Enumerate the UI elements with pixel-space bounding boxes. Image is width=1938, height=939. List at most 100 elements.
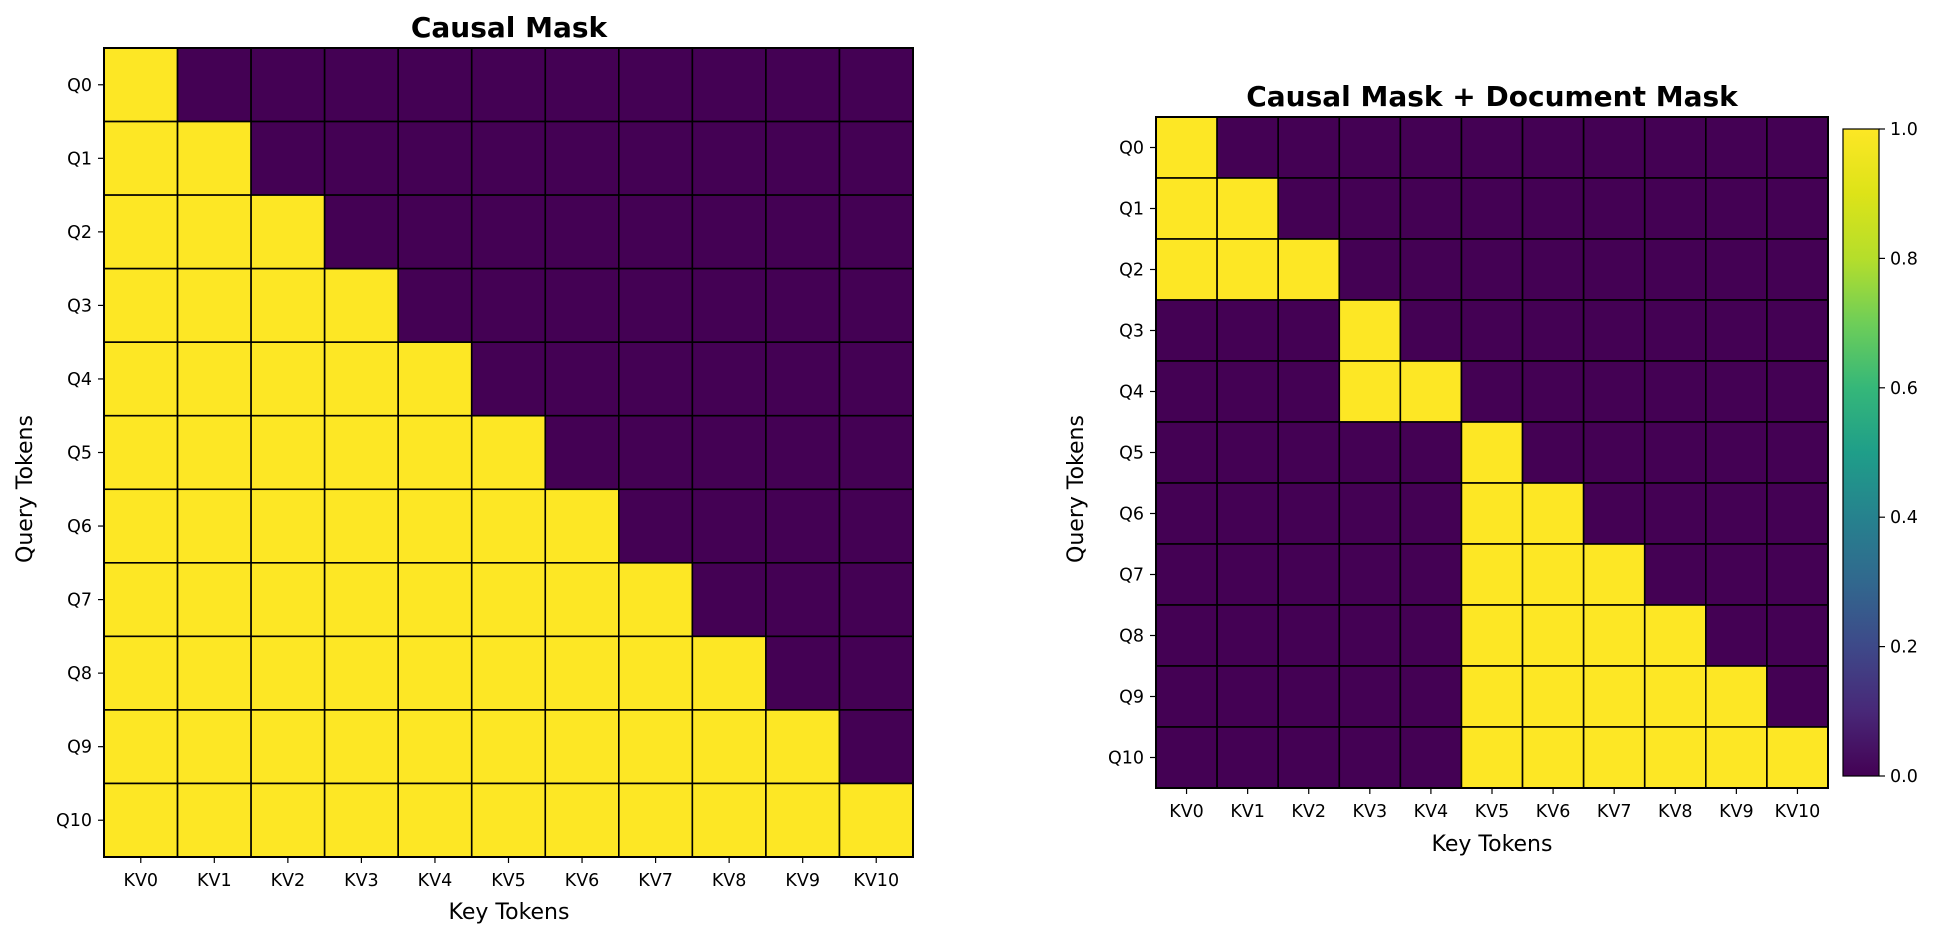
heatmap-cell (1216, 543, 1279, 606)
x-tick-label: KV3 (344, 871, 379, 891)
x-tick-label: KV9 (1719, 802, 1754, 822)
heatmap-cell (1460, 665, 1524, 728)
y-tick-label: Q8 (67, 664, 92, 684)
heatmap-cell (1155, 299, 1218, 362)
heatmap-cell (1338, 360, 1402, 423)
chart-causal-document-mask: Causal Mask + Document Mask KV0 KV1 KV2 KV3… (1064, 80, 1829, 857)
heatmap-cell (1643, 543, 1707, 606)
heatmap-cell (1277, 238, 1341, 301)
heatmap-cell (1705, 299, 1768, 362)
heatmap-cell (691, 414, 767, 491)
heatmap-cell (618, 341, 694, 417)
heatmap-cell (176, 488, 252, 564)
heatmap-cell (1155, 482, 1218, 545)
x-axis-label: Key Tokens (449, 900, 570, 925)
heatmap-cell (1766, 238, 1829, 301)
heatmap-cell (838, 709, 914, 785)
heatmap-cell (838, 488, 914, 564)
heatmap-cell (1521, 177, 1585, 240)
heatmap-cell (1766, 299, 1829, 362)
heatmap-cell (1155, 177, 1218, 240)
heatmap-cell (1705, 665, 1768, 728)
heatmap-cell (1338, 238, 1402, 301)
heatmap-cell (323, 267, 399, 343)
colorbar-tick-label: 0.6 (1890, 379, 1918, 399)
heatmap-cell (1521, 665, 1585, 728)
heatmap-cell (1582, 604, 1646, 667)
heatmap-cell (470, 194, 547, 270)
x-tick-label: KV2 (1291, 802, 1326, 822)
heatmap-cell (1338, 543, 1402, 606)
heatmap-cell (1277, 177, 1341, 240)
y-tick-label: Q3 (1119, 322, 1144, 342)
y-tick-label: Q0 (67, 76, 92, 96)
heatmap-cell (1521, 238, 1585, 301)
heatmap-cell (1582, 482, 1646, 545)
heatmap-cell (1521, 360, 1585, 423)
y-tick-label: Q1 (1119, 200, 1144, 220)
heatmap-cell (1460, 299, 1524, 362)
heatmap-cell (250, 120, 326, 196)
heatmap-cell (176, 194, 252, 270)
heatmap-cell (838, 194, 914, 270)
heatmap-cell (544, 267, 620, 343)
heatmap-cell (1521, 482, 1585, 545)
heatmap-cell (1216, 177, 1279, 240)
heatmap-cell (397, 562, 473, 638)
colorbar-ticks: 0.0 0.2 0.4 0.6 0.8 1.0 (1879, 120, 1918, 787)
y-tick-label: Q9 (67, 738, 92, 758)
heatmap-cell (1521, 604, 1585, 667)
heatmap-cell (765, 120, 841, 196)
heatmap-cell (176, 562, 252, 638)
heatmap-cell (765, 635, 841, 711)
heatmap-cell (691, 341, 767, 417)
heatmap-cell (1643, 360, 1707, 423)
heatmap-cell (1399, 238, 1463, 301)
y-tick-label: Q0 (1119, 139, 1144, 159)
heatmap-cell (1155, 360, 1218, 423)
heatmap-cell (691, 709, 767, 785)
heatmap-cell (176, 782, 252, 858)
heatmap-cell (1338, 665, 1402, 728)
x-tick-label: KV6 (565, 871, 600, 891)
heatmap-cell (1399, 543, 1463, 606)
heatmap-cell (397, 635, 473, 711)
x-tick-label: KV3 (1353, 802, 1388, 822)
heatmap-cell (250, 562, 326, 638)
y-tick-labels: Q0 Q1 Q2 Q3 Q4 Q5 Q6 Q7 Q8 Q9 Q10 (56, 76, 104, 831)
heatmap-cell (1643, 177, 1707, 240)
heatmap-cell (838, 635, 914, 711)
heatmap-cell (765, 194, 841, 270)
heatmap-cell (1766, 543, 1829, 606)
heatmap-cell (1399, 482, 1463, 545)
heatmap-cell (323, 709, 399, 785)
x-tick-label: KV7 (638, 871, 673, 891)
heatmap-cell (1155, 604, 1218, 667)
heatmap-cell (250, 194, 326, 270)
heatmap-cell (838, 341, 914, 417)
heatmap-cell (1399, 299, 1463, 362)
x-tick-label: KV10 (1775, 802, 1821, 822)
y-tick-label: Q5 (1119, 444, 1144, 464)
heatmap-cell (176, 635, 252, 711)
heatmap-cell (544, 562, 620, 638)
x-axis-label: Key Tokens (1432, 832, 1553, 857)
heatmap-cell (765, 47, 841, 123)
heatmap-cell (323, 414, 399, 491)
heatmap-cell (323, 47, 399, 123)
heatmap-cell (691, 488, 767, 564)
heatmap-cell (1338, 604, 1402, 667)
heatmap-cell (176, 120, 252, 196)
y-tick-label: Q3 (67, 296, 92, 316)
x-tick-label: KV5 (491, 871, 526, 891)
heatmap-cell (1460, 177, 1524, 240)
heatmap-cell (544, 120, 620, 196)
heatmap-cell (397, 709, 473, 785)
heatmap-cell (618, 47, 694, 123)
heatmap-cell (1216, 726, 1279, 789)
heatmap-cell (1521, 726, 1585, 789)
heatmap-cell (470, 414, 547, 491)
heatmap-cell (250, 414, 326, 491)
heatmap-cell (1582, 421, 1646, 484)
